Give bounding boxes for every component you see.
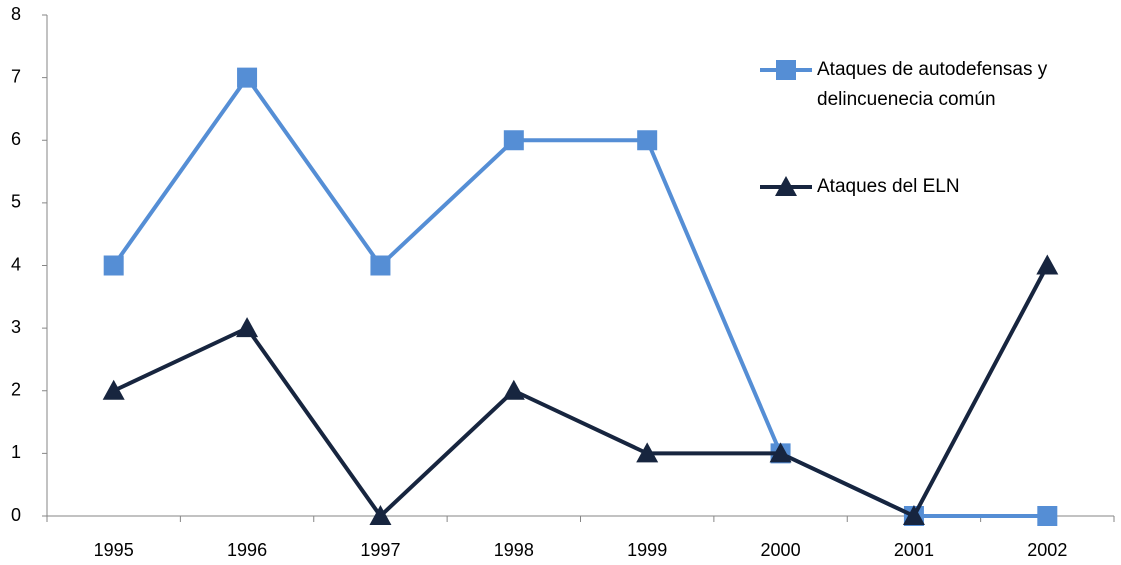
x-tick-label: 1998 — [494, 540, 534, 560]
marker — [775, 176, 797, 196]
marker — [1037, 506, 1058, 526]
y-tick-label: 1 — [11, 442, 21, 462]
marker — [636, 442, 659, 463]
marker — [369, 505, 392, 525]
marker — [503, 130, 524, 151]
y-tick-label: 5 — [11, 192, 21, 212]
x-tick-label: 1999 — [627, 540, 667, 560]
x-tick-label: 1997 — [360, 540, 400, 560]
x-tick-label: 2000 — [761, 540, 801, 560]
marker — [1036, 254, 1059, 275]
x-tick-label: 2002 — [1027, 540, 1067, 560]
series-line — [112, 75, 1048, 518]
y-tick-label: 6 — [11, 129, 21, 149]
marker — [502, 379, 525, 400]
y-tick-label: 0 — [11, 505, 21, 525]
marker — [370, 255, 391, 276]
legend-label: Ataques del ELN — [817, 176, 960, 197]
marker — [776, 60, 796, 80]
marker — [769, 442, 792, 463]
legend-label: Ataques de autodefensas y delincuenecia … — [817, 59, 1048, 110]
y-tick-label: 7 — [11, 66, 21, 86]
y-tick-label: 4 — [11, 254, 21, 274]
marker — [637, 130, 658, 151]
marker — [103, 255, 124, 276]
series-line — [112, 264, 1050, 518]
y-tick-label: 8 — [11, 4, 21, 24]
marker — [237, 67, 258, 88]
x-tick-label: 1996 — [227, 540, 267, 560]
x-tick-label: 2001 — [894, 540, 934, 560]
marker — [902, 505, 925, 525]
marker — [102, 379, 125, 400]
y-tick-label: 3 — [11, 317, 21, 337]
marker — [236, 317, 259, 338]
x-tick-label: 1995 — [94, 540, 134, 560]
y-tick-label: 2 — [11, 380, 21, 400]
